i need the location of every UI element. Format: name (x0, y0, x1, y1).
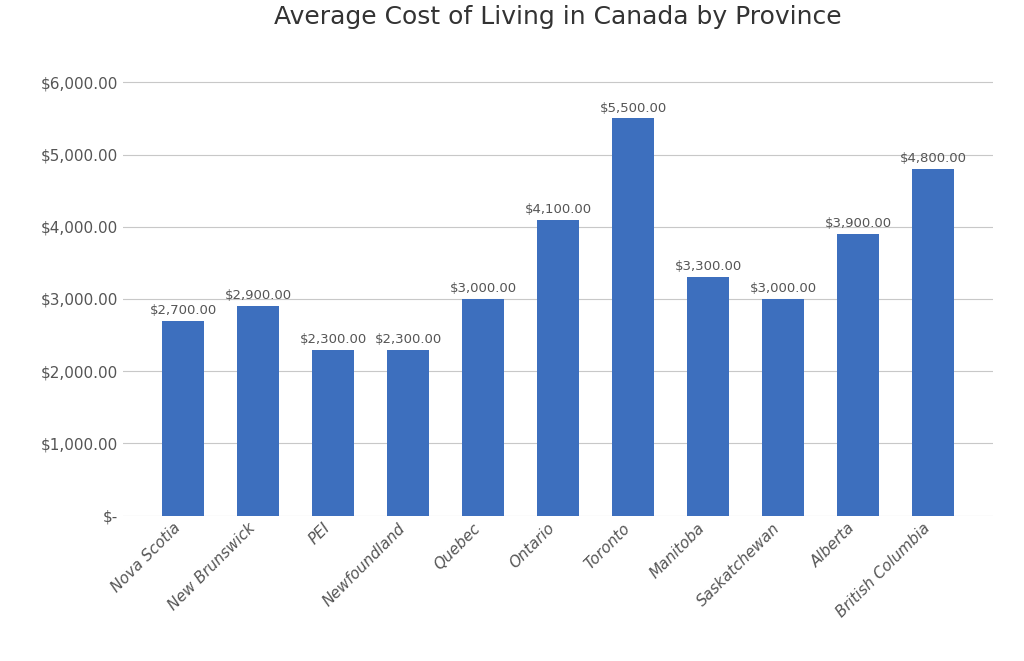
Bar (463, 299, 504, 516)
Bar (538, 219, 579, 516)
Text: $3,000.00: $3,000.00 (750, 282, 817, 295)
Text: $4,800.00: $4,800.00 (900, 152, 967, 165)
Bar (238, 306, 279, 516)
Bar (612, 118, 653, 516)
Text: $3,900.00: $3,900.00 (824, 217, 892, 230)
Text: $4,100.00: $4,100.00 (524, 202, 592, 215)
Text: $2,300.00: $2,300.00 (299, 332, 367, 346)
Text: $2,900.00: $2,900.00 (224, 290, 292, 302)
Bar (163, 321, 204, 516)
Bar (838, 234, 879, 516)
Text: $3,300.00: $3,300.00 (675, 260, 741, 274)
Bar (312, 350, 353, 516)
Title: Average Cost of Living in Canada by Province: Average Cost of Living in Canada by Prov… (274, 5, 842, 29)
Bar (387, 350, 429, 516)
Text: $2,700.00: $2,700.00 (150, 303, 217, 317)
Bar (912, 169, 953, 516)
Text: $5,500.00: $5,500.00 (599, 102, 667, 114)
Bar (687, 278, 729, 516)
Text: $2,300.00: $2,300.00 (375, 332, 441, 346)
Bar (763, 299, 804, 516)
Text: $3,000.00: $3,000.00 (450, 282, 517, 295)
